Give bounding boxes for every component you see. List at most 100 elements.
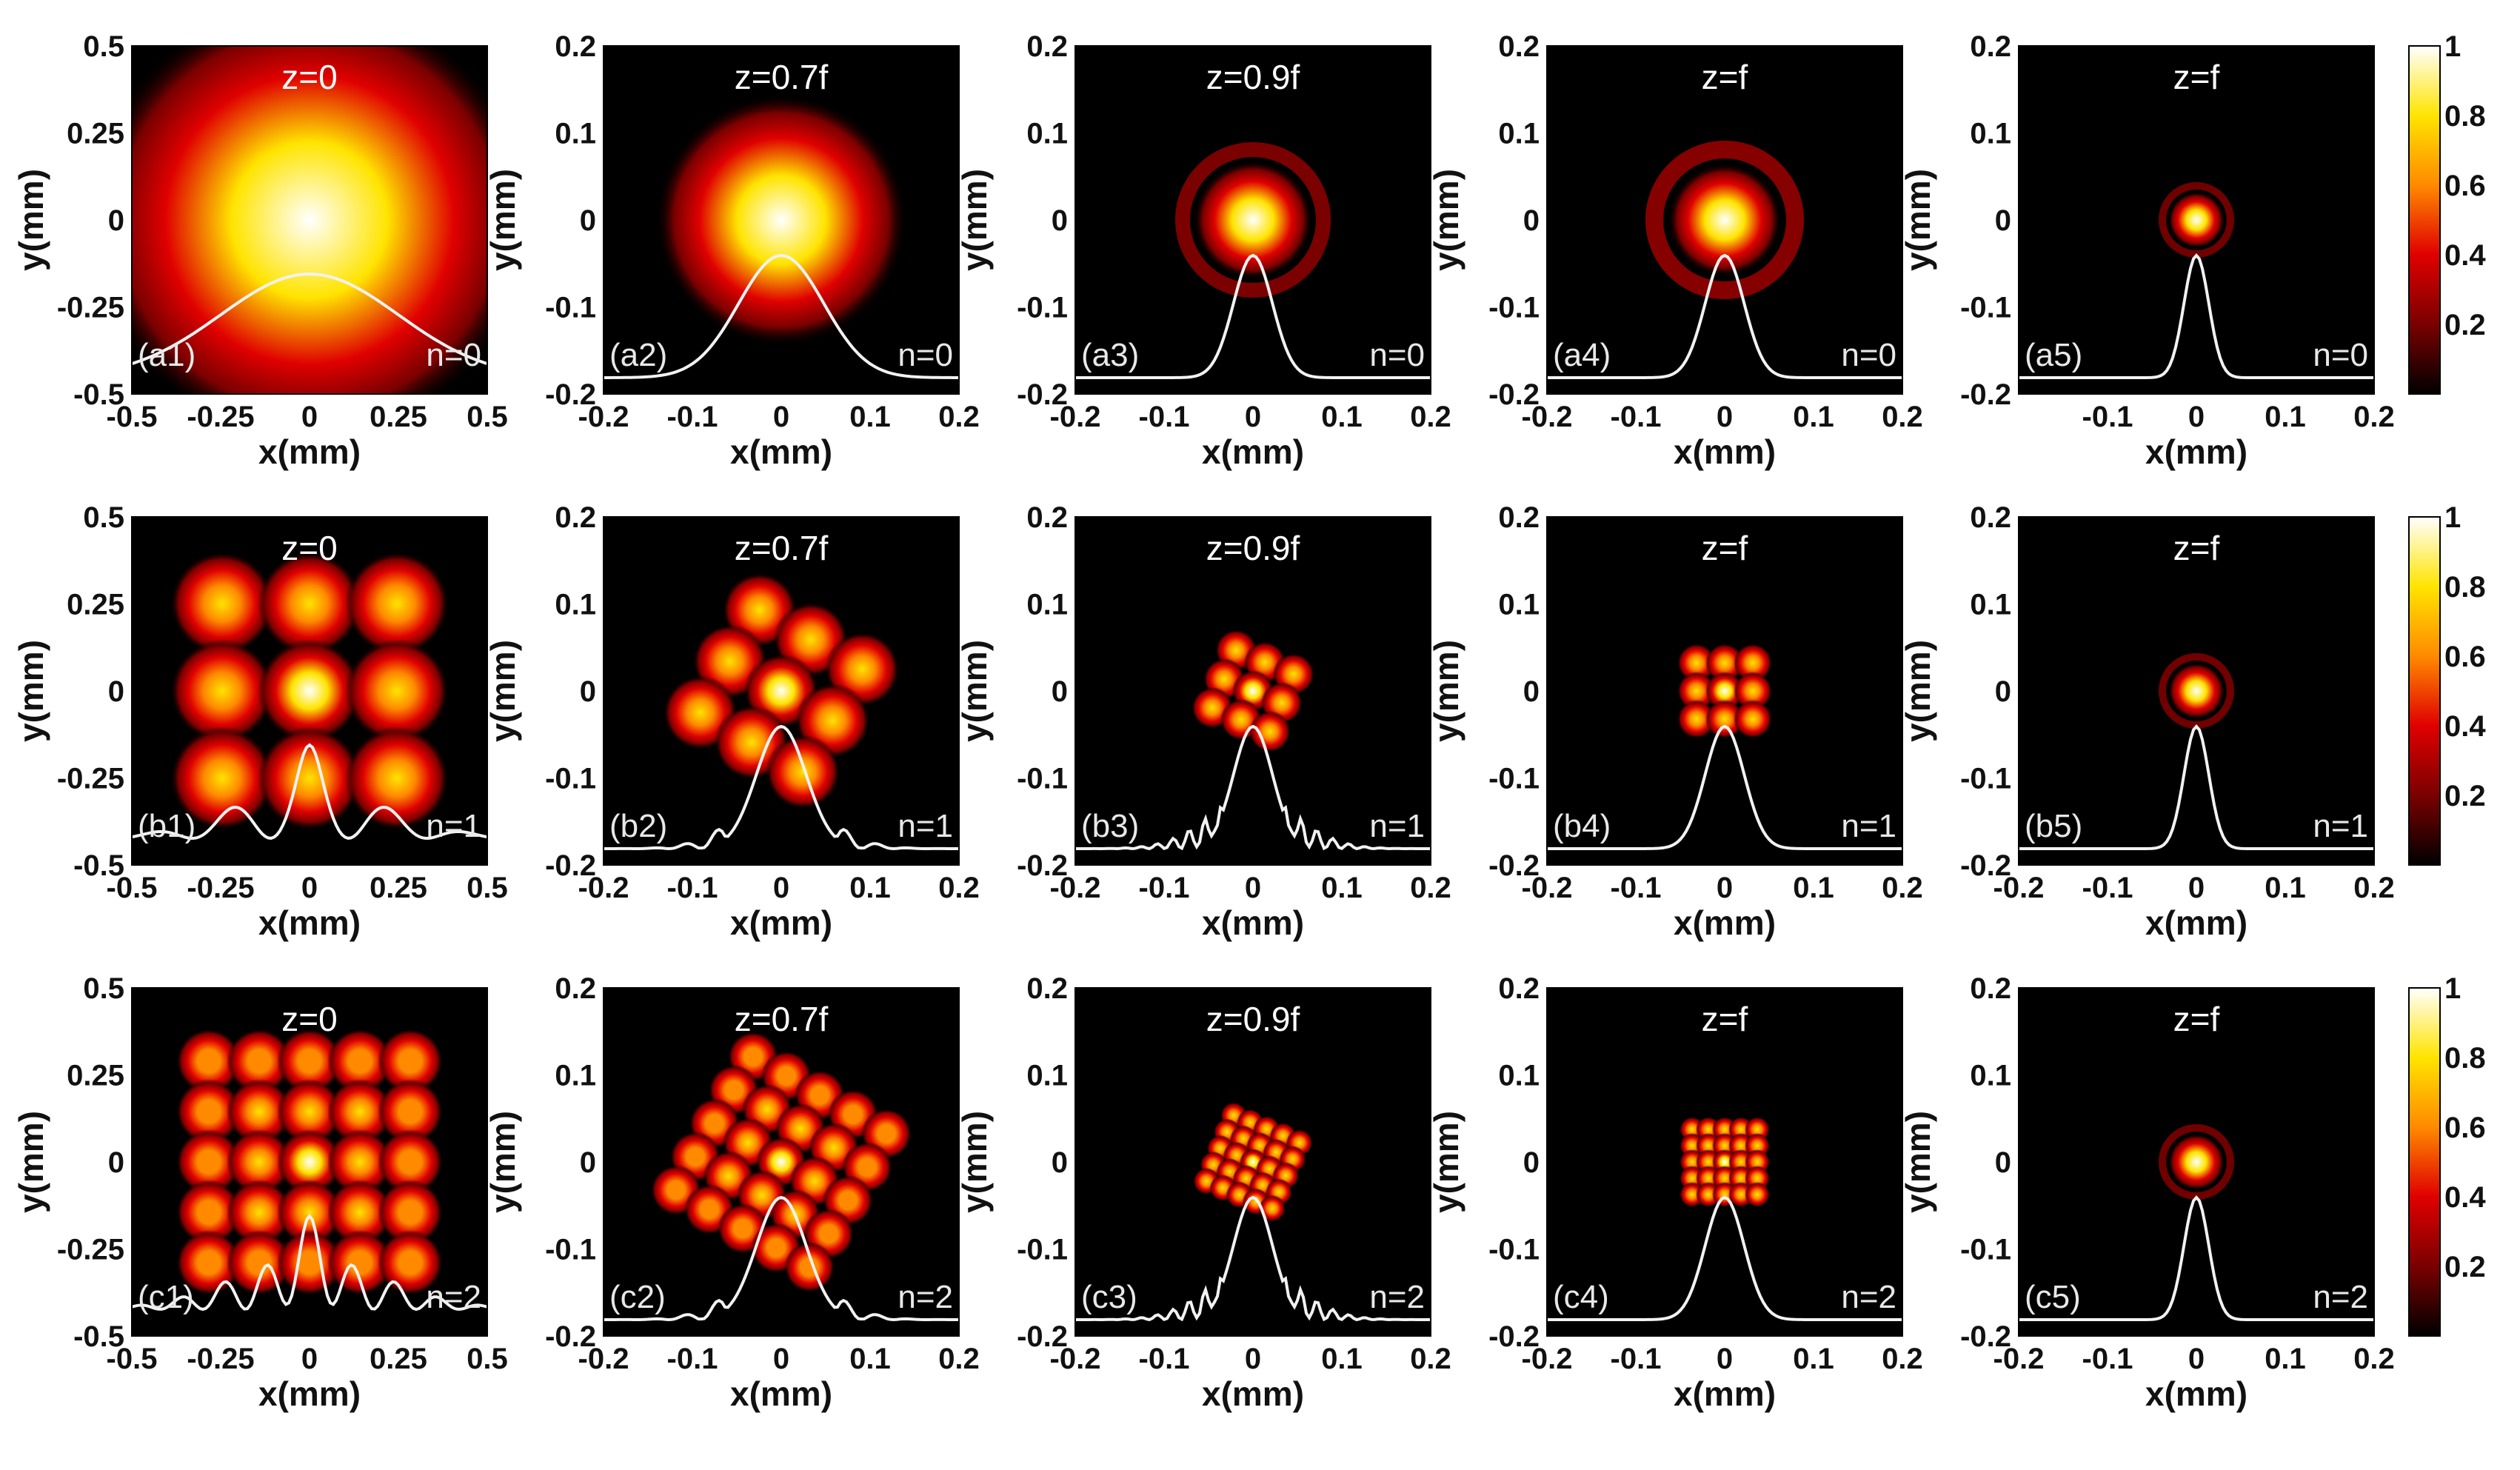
y-axis-label: y(mm): [1899, 169, 1937, 271]
lobe-spot: [277, 1180, 342, 1245]
colorbar-tick-label: 1: [2444, 30, 2461, 63]
colorbar-tick-label: 0.8: [2444, 1042, 2486, 1075]
mode-order-label: n=2: [898, 1279, 953, 1315]
plot-frame: [1546, 45, 1903, 395]
x-tick-label: 0.1: [2265, 1343, 2306, 1375]
y-axis-label: y(mm): [955, 169, 994, 271]
lobe-spot: [176, 1029, 241, 1094]
lobe-spot: [378, 1129, 443, 1195]
x-tick-label: 0: [773, 872, 789, 904]
y-axis-label: y(mm): [484, 1111, 522, 1213]
y-tick-label: 0.2: [1970, 30, 2011, 63]
panel-title: z=f: [1702, 1000, 1748, 1038]
lobe-spot: [170, 726, 274, 830]
y-tick-label: 0.25: [67, 118, 124, 150]
mode-order-label: n=0: [1369, 337, 1425, 373]
colorbar-tick-label: 0.4: [2444, 710, 2486, 743]
panel-label: (c4): [1553, 1279, 1609, 1315]
lobe-spot: [258, 639, 361, 743]
intensity-profile-line: [132, 1213, 487, 1312]
colorbar-tick-label: 0.6: [2444, 1112, 2486, 1144]
y-tick-label: -0.1: [1488, 1234, 1540, 1266]
y-tick-label: 0.1: [1970, 1060, 2011, 1092]
x-tick-label: -0.1: [2082, 401, 2133, 433]
lobe-spot: [277, 1079, 342, 1144]
panel-title: z=0.7f: [735, 1000, 829, 1038]
central-spot: [1194, 161, 1312, 279]
x-tick-label: 0: [1717, 1343, 1733, 1375]
y-tick-label: 0.1: [555, 1060, 596, 1092]
intensity-field: [176, 1029, 443, 1295]
lobe-spot: [766, 735, 840, 809]
lobe-spot: [1734, 700, 1772, 738]
intensity-field: [663, 572, 900, 809]
y-tick-label: -0.2: [545, 378, 596, 411]
plot-frame: [603, 45, 960, 395]
y-tick-label: -0.1: [1017, 1234, 1068, 1266]
x-tick-label: -0.25: [187, 872, 254, 904]
x-tick-label: 0.1: [1321, 872, 1363, 904]
y-tick-label: -0.2: [1017, 849, 1068, 882]
lobe-spot: [1249, 710, 1291, 752]
x-axis-label: x(mm): [1674, 1374, 1776, 1413]
x-tick-label: 0.2: [1410, 1343, 1451, 1375]
y-tick-label: -0.5: [73, 1320, 124, 1353]
y-tick-label: 0.5: [83, 30, 124, 63]
x-tick-label: 0.1: [1793, 1343, 1834, 1375]
x-axis-label: x(mm): [730, 1374, 832, 1413]
mode-order-label: n=0: [898, 337, 953, 373]
side-lobe-ring: [1645, 141, 1804, 299]
y-tick-label: -0.2: [1017, 378, 1068, 411]
panel-label: (a2): [609, 337, 667, 373]
lobe-spot: [1677, 700, 1716, 738]
y-tick-label: -0.1: [1960, 1234, 2011, 1266]
y-tick-label: -0.1: [1960, 292, 2011, 324]
intensity-field: [1193, 1102, 1313, 1222]
x-axis-label: x(mm): [1674, 432, 1776, 471]
y-tick-label: -0.25: [57, 292, 124, 324]
y-tick-label: 0.2: [1026, 972, 1068, 1005]
y-tick-label: -0.1: [1017, 292, 1068, 324]
intensity-profile-line: [1547, 724, 1902, 850]
colorbar: [2408, 45, 2441, 395]
colorbar-tick-label: 1: [2444, 972, 2461, 1005]
y-tick-label: 0: [1995, 204, 2011, 237]
panel-a1: z=0 (a1) n=0 0.5 0.25 0 -0.25 -0.5-0.5 -0.25 0 0.2…: [12, 30, 508, 471]
y-tick-label: 0: [1995, 675, 2011, 708]
panel-title: z=0.9f: [1206, 529, 1300, 567]
y-tick-label: 0: [1052, 1146, 1068, 1179]
intensity-field: [132, 46, 487, 394]
y-tick-label: 0.2: [555, 30, 596, 63]
x-tick-label: 0: [2188, 401, 2205, 433]
lobe-spot: [176, 1079, 241, 1144]
y-tick-label: -0.1: [1488, 763, 1540, 795]
x-axis-label: x(mm): [730, 903, 832, 942]
y-tick-label: -0.1: [1488, 292, 1540, 324]
panel-title: z=f: [1702, 529, 1748, 567]
y-tick-label: 0: [1523, 675, 1540, 708]
x-tick-label: 0.1: [849, 401, 891, 433]
intensity-profile-line: [2019, 1195, 2374, 1321]
y-tick-label: 0.2: [1498, 972, 1540, 1005]
lobe-spot: [170, 552, 274, 655]
mode-order-label: n=1: [426, 808, 481, 844]
y-tick-label: 0.1: [555, 118, 596, 150]
colorbar: [2408, 516, 2441, 866]
y-axis-label: y(mm): [1427, 1111, 1465, 1213]
central-spot: [2168, 1134, 2225, 1190]
x-tick-label: -0.5: [107, 872, 158, 904]
intensity-profile-line: [604, 1195, 959, 1322]
x-tick-label: -0.1: [1139, 1343, 1190, 1375]
lobe-spot: [345, 726, 449, 830]
panel-label: (c2): [609, 1279, 666, 1315]
panel-label: (a3): [1081, 337, 1139, 373]
panel-label: (c1): [138, 1279, 194, 1315]
colorbar-tick-label: 0.4: [2444, 1181, 2486, 1214]
x-tick-label: 0.1: [1793, 872, 1834, 904]
panel-c4: z=f (c4) n=2 0.2 0.1 0 -0.1 -0.2-0.2 -0.1 0 0.1 0.2…: [1427, 972, 1923, 1413]
y-tick-label: -0.5: [73, 849, 124, 882]
x-tick-label: 0.1: [2265, 401, 2306, 433]
x-axis-label: x(mm): [1202, 432, 1304, 471]
mode-order-label: n=2: [2313, 1279, 2368, 1315]
x-tick-label: 0.1: [1321, 1343, 1363, 1375]
